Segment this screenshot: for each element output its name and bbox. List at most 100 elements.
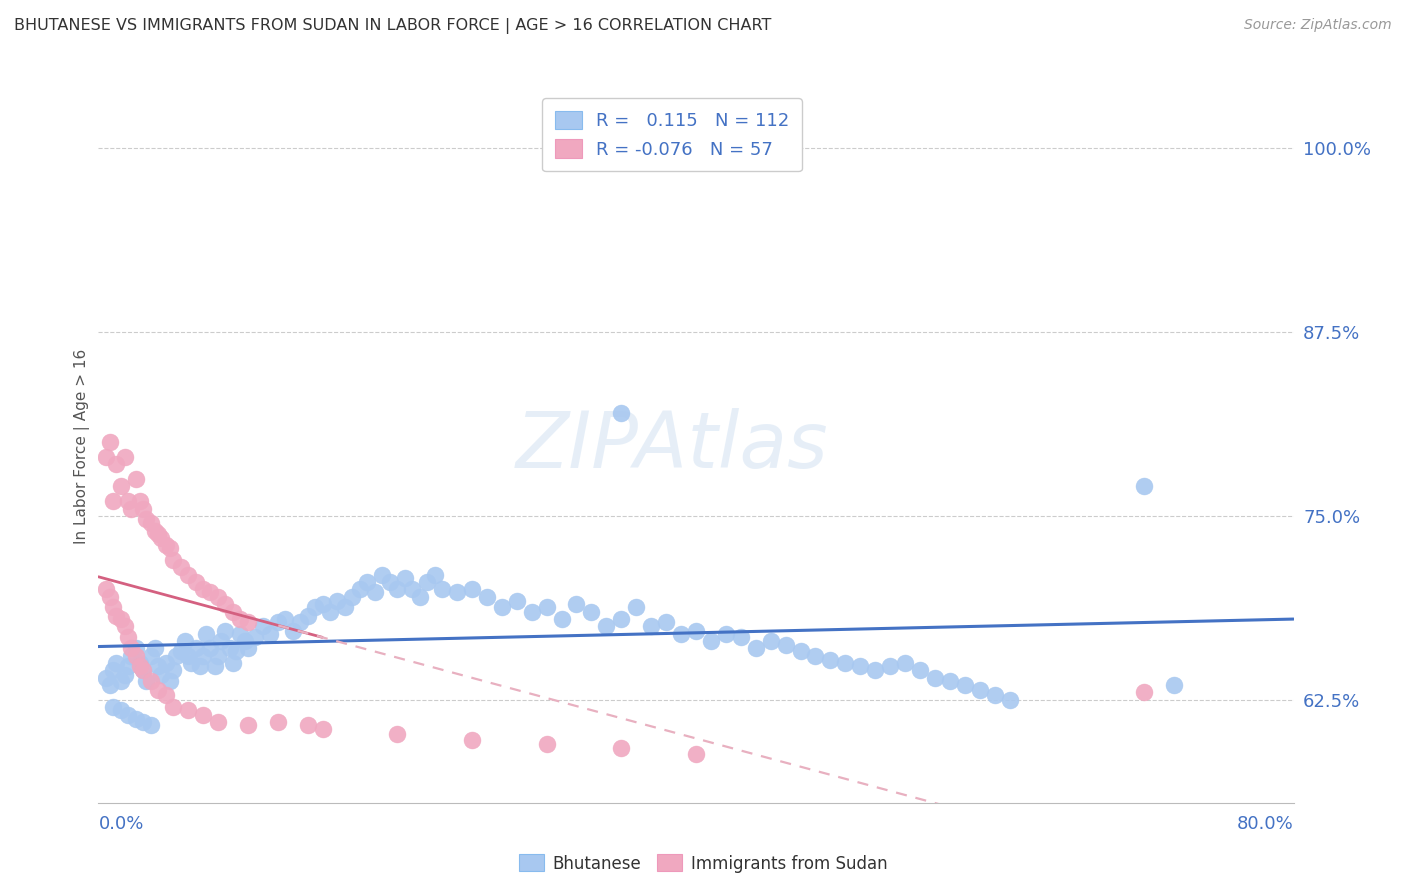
Point [984, 689, 1007, 703]
Point [214, 597, 236, 611]
Point [105, 458, 128, 472]
Point [148, 659, 170, 673]
Point [214, 624, 236, 638]
Point [132, 664, 155, 678]
Point [252, 619, 274, 633]
Point [135, 512, 157, 526]
Point [371, 567, 394, 582]
Point [430, 582, 453, 597]
Point [640, 619, 662, 633]
Point [120, 641, 142, 656]
Point [135, 673, 157, 688]
Point [297, 609, 319, 624]
Point [789, 644, 811, 658]
Point [148, 682, 170, 697]
Point [207, 714, 229, 729]
Point [288, 615, 311, 629]
Point [834, 656, 856, 670]
Point [520, 605, 543, 619]
Point [408, 590, 430, 604]
Point [1133, 479, 1156, 493]
Point [423, 567, 446, 582]
Point [110, 612, 132, 626]
Point [191, 582, 214, 597]
Point [446, 585, 468, 599]
Point [536, 737, 558, 751]
Point [364, 585, 387, 599]
Point [385, 582, 409, 597]
Point [267, 615, 290, 629]
Point [969, 682, 991, 697]
Point [233, 634, 256, 648]
Point [150, 667, 173, 681]
Point [714, 626, 737, 640]
Point [200, 585, 222, 599]
Point [274, 612, 297, 626]
Point [132, 664, 155, 678]
Point [114, 450, 136, 464]
Point [219, 641, 242, 656]
Point [685, 624, 707, 638]
Point [245, 630, 267, 644]
Point [1163, 678, 1185, 692]
Point [132, 501, 155, 516]
Point [565, 597, 588, 611]
Point [98, 435, 122, 450]
Point [159, 541, 181, 556]
Point [98, 678, 122, 692]
Point [655, 615, 678, 629]
Point [849, 659, 872, 673]
Point [1133, 685, 1156, 699]
Point [259, 626, 281, 640]
Point [356, 575, 378, 590]
Point [461, 732, 484, 747]
Point [550, 612, 572, 626]
Point [685, 747, 707, 762]
Point [236, 615, 259, 629]
Point [820, 653, 842, 667]
Point [326, 594, 349, 608]
Point [162, 553, 184, 567]
Point [267, 714, 290, 729]
Point [209, 634, 232, 648]
Point [416, 575, 439, 590]
Point [236, 718, 259, 732]
Point [98, 590, 122, 604]
Point [207, 648, 229, 663]
Point [700, 634, 723, 648]
Point [319, 605, 342, 619]
Point [114, 667, 136, 681]
Point [865, 664, 887, 678]
Point [385, 726, 409, 740]
Legend: R =   0.115   N = 112, R = -0.076   N = 57: R = 0.115 N = 112, R = -0.076 N = 57 [543, 98, 801, 171]
Text: 80.0%: 80.0% [1237, 814, 1294, 832]
Point [110, 479, 132, 493]
Point [139, 673, 162, 688]
Y-axis label: In Labor Force | Age > 16: In Labor Force | Age > 16 [75, 349, 90, 543]
Point [953, 678, 976, 692]
Point [162, 700, 184, 714]
Point [236, 641, 259, 656]
Point [311, 597, 333, 611]
Point [908, 664, 931, 678]
Point [155, 689, 177, 703]
Point [506, 594, 529, 608]
Point [610, 612, 633, 626]
Point [745, 641, 768, 656]
Point [188, 659, 211, 673]
Point [342, 590, 364, 604]
Point [195, 626, 218, 640]
Point [103, 494, 125, 508]
Point [804, 648, 827, 663]
Point [125, 641, 148, 656]
Point [139, 718, 162, 732]
Point [730, 630, 752, 644]
Point [894, 656, 917, 670]
Point [394, 571, 416, 585]
Point [120, 648, 142, 663]
Point [222, 605, 245, 619]
Point [103, 700, 125, 714]
Point [143, 641, 166, 656]
Point [998, 693, 1021, 707]
Point [103, 600, 125, 615]
